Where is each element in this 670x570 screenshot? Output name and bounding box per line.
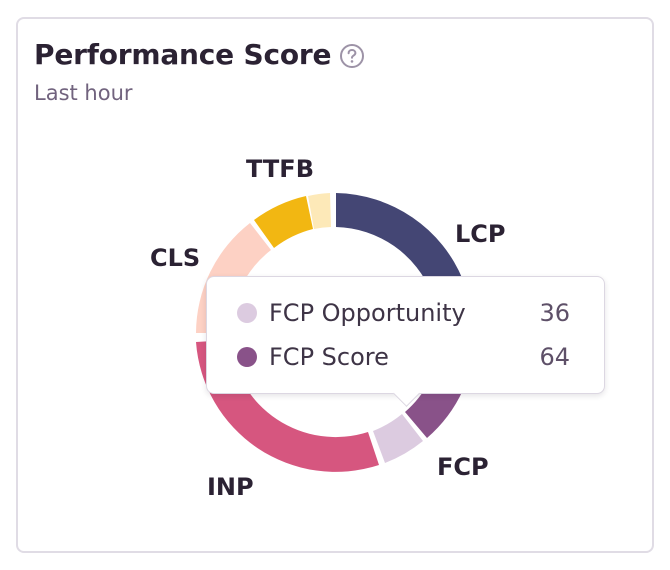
chart-segment-fcp-opportunity[interactable] <box>373 414 423 463</box>
chart-tooltip: FCP Opportunity 36 FCP Score 64 <box>206 276 605 407</box>
chart-label-lcp: LCP <box>455 220 506 248</box>
chart-label-inp: INP <box>207 473 254 501</box>
card-title: Performance Score <box>34 38 332 71</box>
legend-dot-fcp-opportunity <box>237 303 257 323</box>
chart-label-ttfb: TTFB <box>246 155 314 183</box>
tooltip-row-fcp-score: FCP Score 64 <box>237 343 570 371</box>
chart-label-cls: CLS <box>150 244 200 272</box>
chart-segment-ttfb-opportunity[interactable] <box>308 193 331 229</box>
question-circle-icon[interactable] <box>339 43 365 69</box>
legend-dot-fcp-score <box>237 347 257 367</box>
tooltip-value: 64 <box>539 343 570 371</box>
tooltip-value: 36 <box>539 299 570 327</box>
card-header: Performance Score <box>34 38 365 71</box>
time-range-label: Last hour <box>34 81 133 105</box>
tooltip-label: FCP Score <box>269 343 389 371</box>
chart-label-fcp: FCP <box>437 453 489 481</box>
chart-segment-ttfb[interactable] <box>254 196 313 248</box>
chart-segment-lcp[interactable] <box>336 193 463 294</box>
tooltip-label: FCP Opportunity <box>269 299 466 327</box>
chart-segment-inp[interactable] <box>196 340 379 472</box>
tooltip-row-fcp-opportunity: FCP Opportunity 36 <box>237 299 570 327</box>
